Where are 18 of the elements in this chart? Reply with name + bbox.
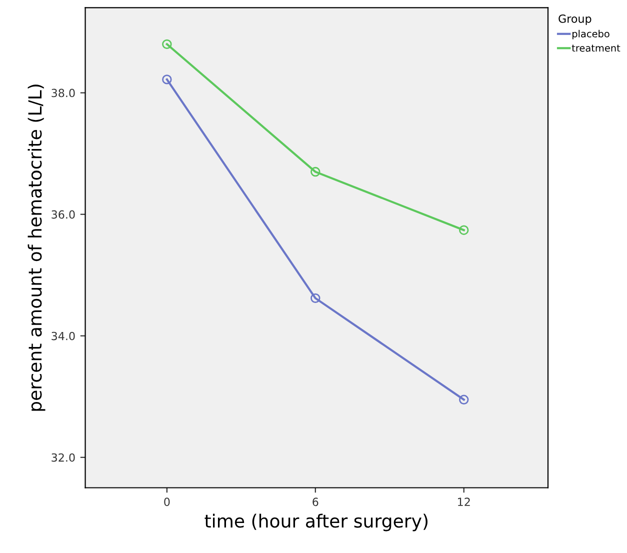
y-tick-label: 36.0 (52, 210, 75, 219)
legend-label: treatment (572, 44, 620, 52)
point (310, 166, 320, 177)
point (310, 293, 320, 304)
y-tick-label: 38.0 (52, 88, 75, 98)
y-axis-title: percent amount of hematocrite (L/L) (28, 84, 46, 411)
x-tick-label: 12 (458, 498, 470, 506)
point (162, 74, 172, 84)
x-tick-label: 0 (164, 498, 170, 506)
y-tick-label: 32.0 (52, 453, 75, 462)
x-axis-title: time (hour after surgery) (204, 514, 428, 532)
legend-title: Group (558, 14, 592, 26)
x-tick-label: 6 (312, 498, 318, 506)
y-tick-label: 34.0 (52, 332, 75, 340)
legend-label: placebo (572, 30, 610, 40)
point (162, 39, 172, 50)
point (459, 394, 469, 405)
point (459, 225, 469, 235)
